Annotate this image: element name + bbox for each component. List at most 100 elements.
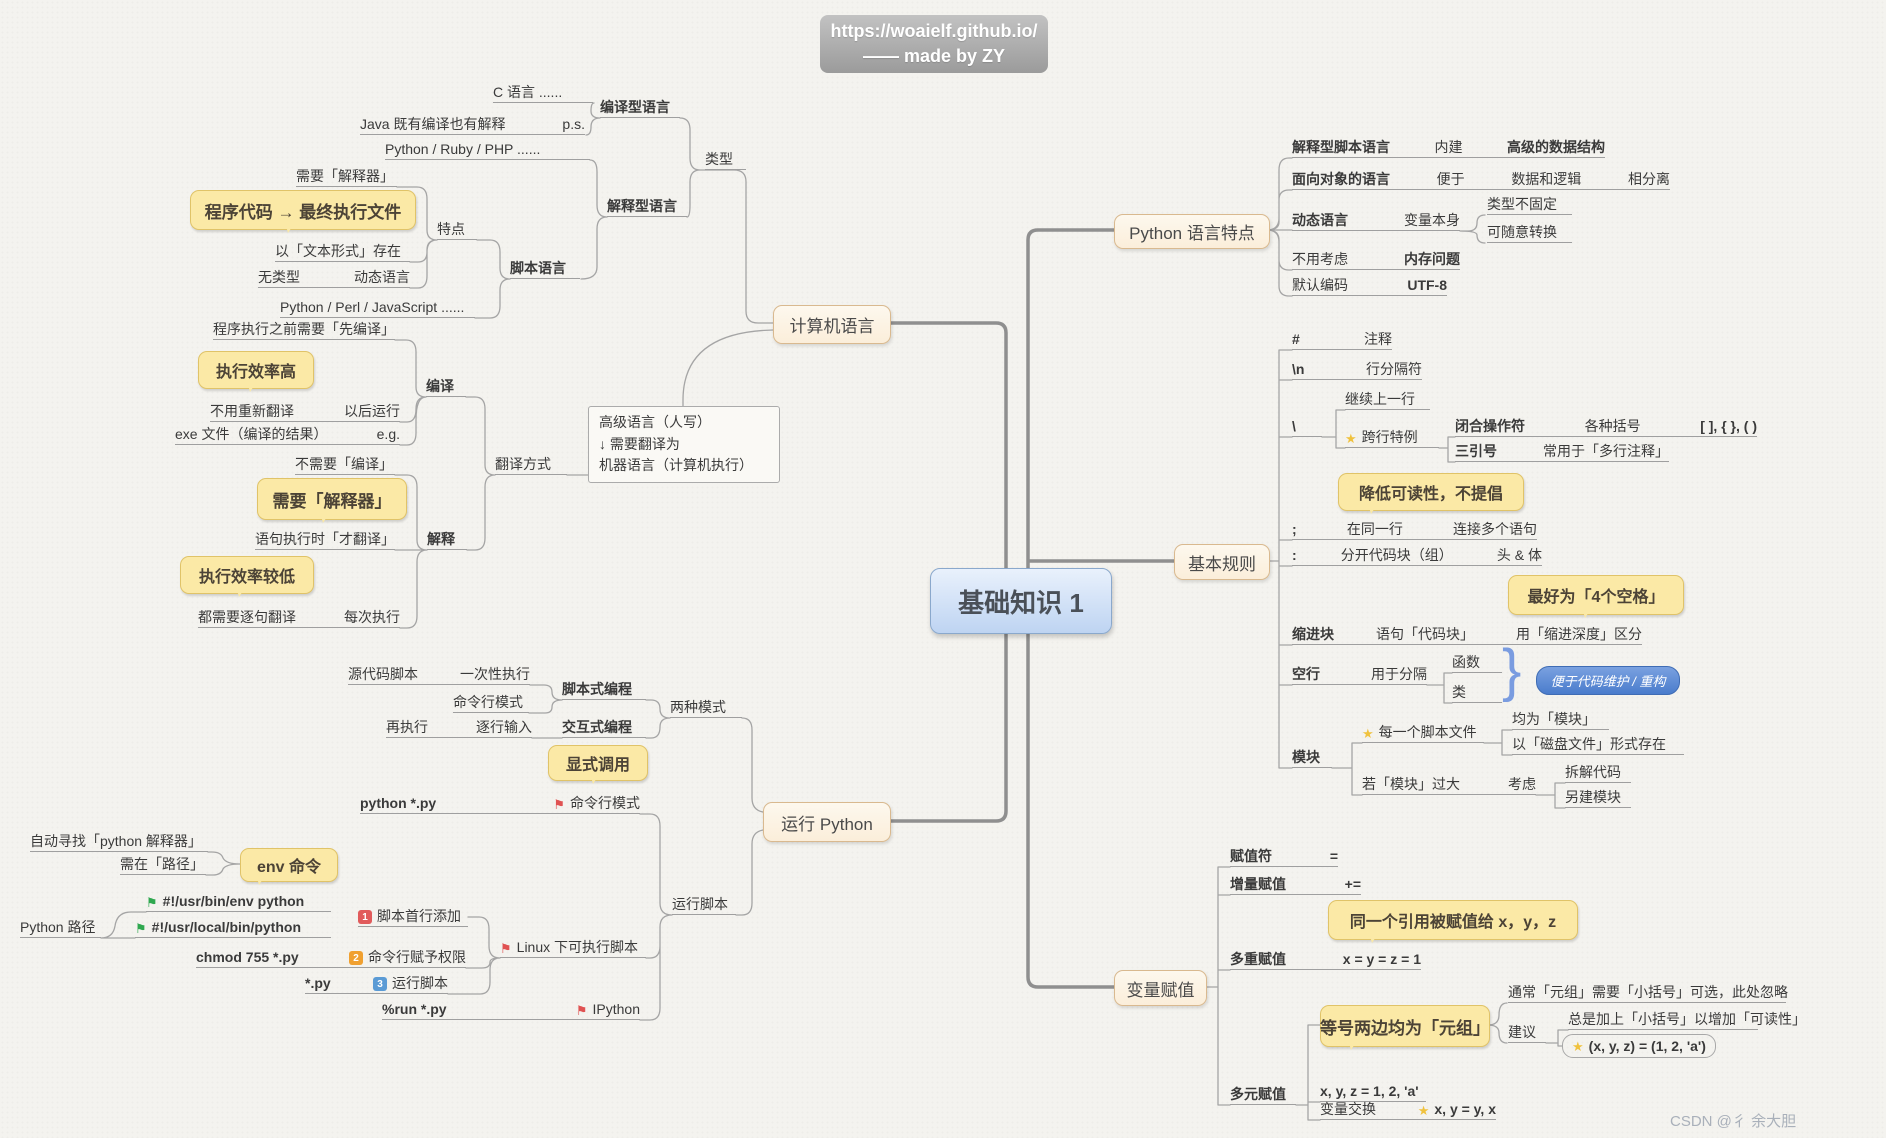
node-script-language: 脚本语言 <box>510 260 580 279</box>
assign-always-parens: 总是加上「小括号」以增加「可读性」 <box>1568 1011 1806 1030</box>
label-python-path: Python 路径 <box>20 919 101 938</box>
callout-both-tuples: 等号两边均为「元组」 <box>1320 1005 1490 1050</box>
node-c-language: C 语言 ...... <box>493 84 593 103</box>
node-rerun-line-input: 再执行 逐行输入 <box>386 719 532 738</box>
node-linux-exec: ⚑ Linux 下可执行脚本 <box>500 939 646 958</box>
exe-file: exe 文件（编译的结果） <box>175 426 328 442</box>
node-text-form: 以「文本形式」存在 <box>275 243 410 262</box>
node-exe-file: exe 文件（编译的结果） e.g. <box>175 426 400 445</box>
callout-need-interpreter: 需要「解释器」 <box>257 478 407 523</box>
rule-new-module: 另建模块 <box>1565 789 1631 808</box>
ps-label: p.s. <box>562 116 585 132</box>
badge-2-icon: 2 <box>349 951 363 965</box>
callout-env-command: env 命令 <box>240 848 338 885</box>
node-shebang-env: ⚑ #!/usr/bin/env python <box>146 893 331 912</box>
assign-xyz: x, y, z = 1, 2, 'a' <box>1320 1083 1426 1102</box>
node-script-mode: 脚本式编程 <box>562 681 646 700</box>
topic-variable-assignment: 变量赋值 <box>1114 970 1207 1006</box>
rule-close-operator: 闭合操作符 各种括号 [ ], { }, ( ) <box>1455 418 1757 437</box>
callout-same-reference: 同一个引用被赋值给 x，y，z <box>1328 900 1578 943</box>
rule-triple-quote: 三引号 常用于「多行注释」 <box>1455 443 1669 462</box>
rule-comment: # 注释 <box>1292 331 1392 350</box>
node-percent-run: %run *.py ⚑ IPython <box>382 1001 640 1020</box>
rule-as-module: 均为「模块」 <box>1512 711 1609 730</box>
note-high-level-language: 高级语言（人写） ↓ 需要翻译为 机器语言（计算机执行） <box>588 406 780 484</box>
feat-row-encoding: 默认编码 UTF-8 <box>1292 277 1447 296</box>
callout-high-efficiency: 执行效率高 <box>198 351 314 392</box>
per-line: 都需要逐句翻译 <box>198 609 296 625</box>
rule-every-script: ★ 每一个脚本文件 <box>1362 724 1484 743</box>
flag-icon: ⚑ <box>553 797 565 812</box>
node-python-perl-js: Python / Perl / JavaScript ...... <box>280 299 475 318</box>
assign-example: ★ (x, y, z) = (1, 2, 'a') <box>1562 1034 1716 1058</box>
rule-split-code: 拆解代码 <box>1565 764 1631 783</box>
rule-backslash: \ <box>1292 418 1322 437</box>
node-cmd-mode: 命令行模式 <box>453 694 529 713</box>
label-two-modes: 两种模式 <box>670 699 742 718</box>
assign-operator: 赋值符 = <box>1230 848 1338 867</box>
node-in-path: 需在「路径」 <box>120 856 206 875</box>
node-python-ruby-php: Python / Ruby / PHP ...... <box>385 141 590 160</box>
node-auto-find-interpreter: 自动寻找「python 解释器」 <box>30 833 208 852</box>
node-need-interpreter: 需要「解释器」 <box>296 168 397 187</box>
star-icon: ★ <box>1572 1038 1584 1054</box>
each-run: 每次执行 <box>344 609 400 625</box>
feat-row-interpreted-script: 解释型脚本语言 内建 高级的数据结构 <box>1292 139 1605 158</box>
callout-low-efficiency: 执行效率较低 <box>180 556 314 597</box>
node-no-compile: 不需要「编译」 <box>295 456 395 475</box>
brace-icon: } <box>1502 638 1522 703</box>
star-icon: ★ <box>1417 1103 1430 1118</box>
no-retranslate: 不用重新翻译 <box>210 403 294 419</box>
rule-cross-line: ★ 跨行特例 <box>1345 429 1439 448</box>
callout-program-code: 程序代码 → 最终执行文件 <box>190 190 416 233</box>
rule-indent: 缩进块 语句「代码块」 用「缩进深度」区分 <box>1292 626 1642 645</box>
node-per-line-translate: 都需要逐句翻译 每次执行 <box>198 609 400 628</box>
node-shebang-local: ⚑ #!/usr/local/bin/python <box>135 919 331 938</box>
topic-run-python: 运行 Python <box>763 802 891 842</box>
java-note: Java 既有编译也有解释 <box>360 116 506 132</box>
label-feature: 特点 <box>437 221 477 240</box>
node-java-ps: Java 既有编译也有解释 p.s. <box>360 116 585 135</box>
badge-3-icon: 3 <box>373 977 387 991</box>
rule-blank-line: 空行 用于分隔 <box>1292 666 1427 685</box>
node-pre-compile: 程序执行之前需要「先编译」 <box>213 321 395 340</box>
feat-free-convert: 可随意转换 <box>1487 224 1572 243</box>
header-byline: —— made by ZY <box>862 46 1006 66</box>
node-no-retranslate: 不用重新翻译 以后运行 <box>210 403 400 422</box>
rule-continue-line: 继续上一行 <box>1345 391 1430 410</box>
feat-row-dynamic: 动态语言 变量本身 <box>1292 212 1460 231</box>
flag-icon: ⚑ <box>135 921 147 936</box>
label-run-script: 运行脚本 <box>672 896 736 915</box>
star-icon: ★ <box>1362 726 1374 741</box>
assign-swap: 变量交换 ★ x, y = y, x <box>1320 1101 1496 1120</box>
topic-python-features: Python 语言特点 <box>1114 214 1270 249</box>
callout-explicit-call: 显式调用 <box>548 745 648 784</box>
node-interpreted-language: 解释型语言 <box>607 198 687 217</box>
rule-module-too-big: 若「模块」过大 考虑 <box>1362 776 1536 795</box>
pill-maintain-refactor: 便于代码维护 / 重构 <box>1536 666 1680 695</box>
topic-basic-rules: 基本规则 <box>1174 544 1270 580</box>
feat-type-not-fixed: 类型不固定 <box>1487 196 1572 215</box>
feat-row-object-oriented: 面向对象的语言 便于 数据和逻辑 相分离 <box>1292 171 1670 190</box>
node-python-py: python *.py ⚑ 命令行模式 <box>360 795 640 814</box>
node-step1-shebang: 1 脚本首行添加 <box>358 908 468 927</box>
header-url: https://woaielf.github.io/ <box>830 20 1038 41</box>
flag-icon: ⚑ <box>146 895 158 910</box>
node-step2-chmod: chmod 755 *.py 2 命令行赋予权限 <box>196 949 466 968</box>
assign-augmented: 增量赋值 += <box>1230 876 1361 895</box>
dynamic: 动态语言 <box>354 269 410 285</box>
rule-newline: \n 行分隔符 <box>1292 361 1422 380</box>
node-interpret: 解释 <box>427 531 467 550</box>
node-source-script: 源代码脚本 一次性执行 <box>348 666 530 685</box>
topic-computer-language: 计算机语言 <box>773 305 891 344</box>
label-suggest: 建议 <box>1508 1024 1546 1043</box>
node-compile: 编译 <box>426 378 466 397</box>
rule-colon: : 分开代码块（组） 头 & 体 <box>1292 547 1542 566</box>
flag-icon: ⚑ <box>500 941 512 956</box>
assign-multiple: 多重赋值 x = y = z = 1 <box>1230 951 1421 970</box>
node-untyped-dynamic: 无类型 动态语言 <box>258 269 410 288</box>
flag-icon: ⚑ <box>575 1003 588 1018</box>
callout-readability: 降低可读性，不提倡 <box>1338 473 1524 514</box>
